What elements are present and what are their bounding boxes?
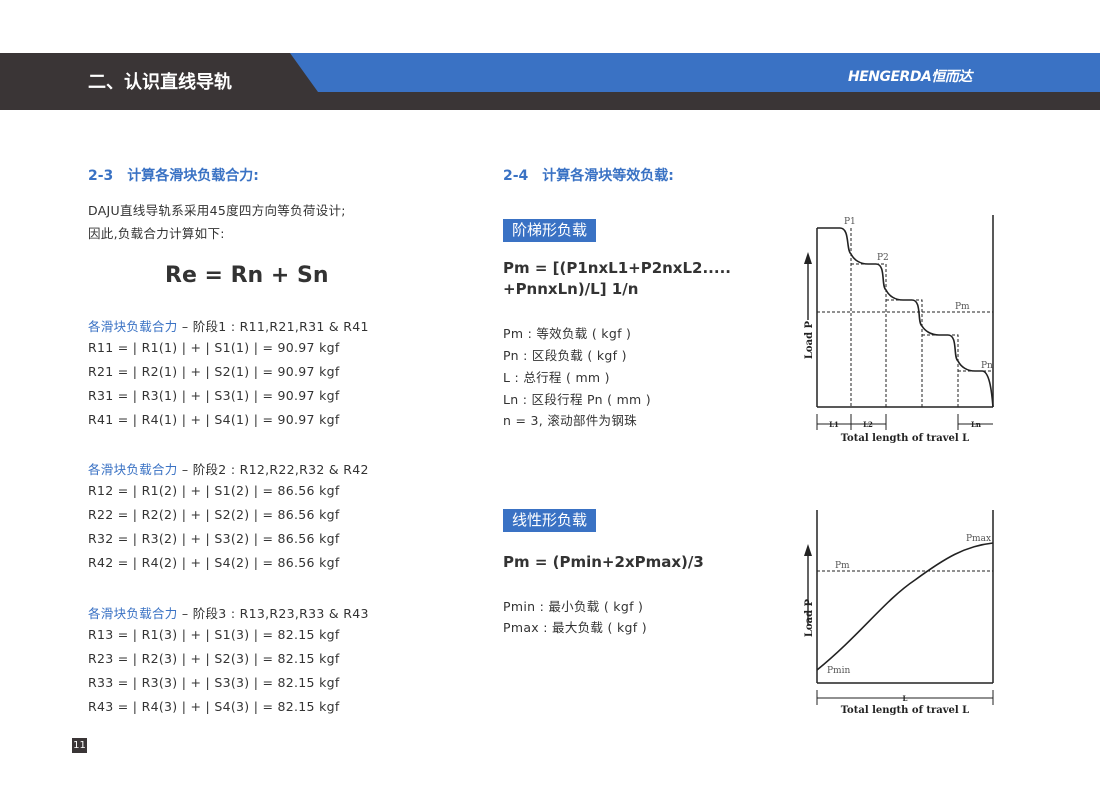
label-l: L — [903, 694, 908, 703]
header-accent — [290, 53, 1100, 92]
label-l1: L1 — [829, 420, 839, 429]
main-formula: Re = Rn + Sn — [165, 263, 329, 288]
x-axis-label: Total length of travel L — [841, 705, 969, 716]
intro-line: DAJU直线导轨系采用45度四方向等负荷设计; — [88, 203, 346, 218]
section-heading-2-4: 2-4 计算各滑块等效负载: — [503, 168, 674, 184]
x-axis-label: Total length of travel L — [841, 433, 969, 444]
load-result-line: R22 = | R2(2) | + | S2(2) | = 86.56 kgf — [88, 507, 340, 522]
group-heading: 各滑块负载合力 – 阶段3 : R13,R23,R33 & R43 — [88, 603, 369, 622]
linear-load-diagram: Pmax Pm Pmin L Total length of travel L … — [804, 510, 994, 716]
group-heading: 各滑块负载合力 – 阶段1 : R11,R21,R31 & R41 — [88, 316, 369, 335]
step-load-diagram: P1 P2 Pm Pn L1 L2 Ln Total length of tra… — [804, 215, 994, 444]
label-p1: P1 — [844, 217, 856, 227]
label-p2: P2 — [877, 253, 889, 263]
load-result-line: R42 = | R4(2) | + | S4(2) | = 86.56 kgf — [88, 555, 340, 570]
group-heading: 各滑块负载合力 – 阶段2 : R12,R22,R32 & R42 — [88, 459, 369, 478]
group-stage: – 阶段2 : R12,R22,R32 & R42 — [177, 462, 369, 477]
group-label: 各滑块负载合力 — [88, 319, 178, 334]
group-label: 各滑块负载合力 — [88, 462, 178, 477]
definition: Pn : 区段负载 ( kgf ) — [503, 348, 627, 363]
label-pmax: Pmax — [966, 534, 991, 544]
load-result-line: R31 = | R3(1) | + | S3(1) | = 90.97 kgf — [88, 388, 340, 403]
brand-logo: HENGERDA恒而达 — [848, 69, 972, 85]
load-result-line: R41 = | R4(1) | + | S4(1) | = 90.97 kgf — [88, 412, 340, 427]
intro-line: 因此,负载合力计算如下: — [88, 226, 225, 241]
definition: Pmin : 最小负载 ( kgf ) — [503, 599, 644, 614]
linear-load-badge: 线性形负载 — [503, 509, 597, 532]
y-axis-label: Load P — [804, 598, 815, 637]
step-load-badge: 阶梯形负载 — [503, 219, 597, 242]
label-pmin: Pmin — [827, 666, 850, 676]
definition: L : 总行程 ( mm ) — [503, 370, 610, 385]
load-result-line: R21 = | R2(1) | + | S2(1) | = 90.97 kgf — [88, 364, 340, 379]
label-ln: Ln — [971, 420, 981, 429]
group-stage: – 阶段1 : R11,R21,R31 & R41 — [177, 319, 369, 334]
definition: Ln : 区段行程 Pn ( mm ) — [503, 392, 651, 407]
label-l2: L2 — [863, 420, 873, 429]
label-pn: Pn — [981, 361, 993, 371]
linear-formula: Pm = (Pmin+2xPmax)/3 — [503, 553, 704, 571]
load-result-line: R32 = | R3(2) | + | S3(2) | = 86.56 kgf — [88, 531, 340, 546]
load-result-line: R23 = | R2(3) | + | S2(3) | = 82.15 kgf — [88, 651, 340, 666]
load-result-line: R12 = | R1(2) | + | S1(2) | = 86.56 kgf — [88, 483, 340, 498]
label-pm: Pm — [835, 561, 850, 571]
group-label: 各滑块负载合力 — [88, 606, 178, 621]
definition: Pmax : 最大负载 ( kgf ) — [503, 620, 647, 635]
step-formula: Pm = [(P1nxL1+P2nxL2..... — [503, 259, 731, 277]
chapter-title: 二、认识直线导轨 — [88, 72, 232, 93]
y-axis-label: Load P — [804, 320, 815, 359]
section-heading-2-3: 2-3 计算各滑块负载合力: — [88, 168, 259, 184]
step-formula: +PnnxLn)/L] 1/n — [503, 280, 639, 298]
definition: Pm : 等效负载 ( kgf ) — [503, 326, 632, 341]
load-result-line: R43 = | R4(3) | + | S4(3) | = 82.15 kgf — [88, 699, 340, 714]
page-number: 11 — [72, 738, 87, 753]
label-pm: Pm — [955, 302, 970, 312]
load-result-line: R13 = | R1(3) | + | S1(3) | = 82.15 kgf — [88, 627, 340, 642]
definition: n = 3, 滚动部件为钢珠 — [503, 413, 637, 428]
load-result-line: R33 = | R3(3) | + | S3(3) | = 82.15 kgf — [88, 675, 340, 690]
group-stage: – 阶段3 : R13,R23,R33 & R43 — [177, 606, 369, 621]
load-result-line: R11 = | R1(1) | + | S1(1) | = 90.97 kgf — [88, 340, 340, 355]
